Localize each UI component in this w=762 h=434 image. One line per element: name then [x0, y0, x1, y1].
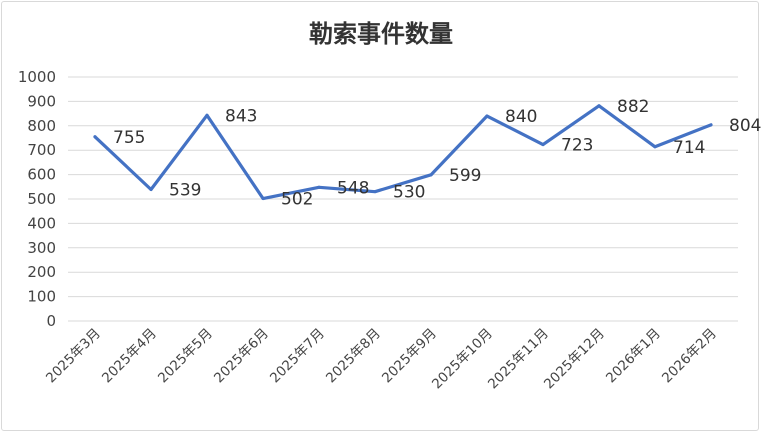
y-tick-label: 200 — [27, 263, 56, 281]
data-label: 548 — [337, 178, 369, 198]
data-label: 843 — [225, 106, 257, 126]
data-label: 502 — [281, 190, 313, 210]
x-tick-label: 2025年9月 — [379, 326, 440, 387]
data-line — [93, 104, 713, 201]
y-tick-label: 600 — [27, 166, 56, 184]
data-label: 804 — [729, 116, 761, 136]
data-point — [261, 197, 265, 201]
data-label: 882 — [617, 97, 649, 117]
y-tick-label: 400 — [27, 214, 56, 232]
x-tick-label: 2026年1月 — [603, 326, 664, 387]
x-tick-label: 2025年6月 — [211, 326, 272, 387]
x-tick-label: 2025年3月 — [43, 326, 104, 387]
y-tick-label: 900 — [27, 92, 56, 110]
x-tick-label: 2025年5月 — [155, 326, 216, 387]
x-tick-label: 2025年8月 — [323, 326, 384, 387]
x-tick-label: 2025年4月 — [99, 326, 160, 387]
data-label: 840 — [505, 107, 537, 127]
data-point — [373, 190, 377, 194]
y-tick-label: 300 — [27, 239, 56, 257]
data-point — [317, 185, 321, 189]
data-point — [429, 173, 433, 177]
data-point — [485, 114, 489, 118]
data-point — [205, 113, 209, 117]
x-tick-label: 2025年7月 — [267, 326, 328, 387]
y-tick-label: 100 — [27, 288, 56, 306]
data-label: 599 — [449, 166, 481, 186]
chart-title: 勒索事件数量 — [309, 20, 453, 48]
y-tick-label: 700 — [27, 141, 56, 159]
x-tick-label: 2025年12月 — [541, 326, 608, 393]
data-label: 714 — [673, 138, 705, 158]
x-tick-label: 2026年2月 — [659, 326, 720, 387]
data-point — [93, 135, 97, 139]
data-label: 539 — [169, 180, 201, 200]
data-point — [597, 104, 601, 108]
data-point — [149, 187, 153, 191]
data-point — [709, 123, 713, 127]
data-point — [541, 143, 545, 147]
data-label: 723 — [561, 136, 593, 156]
y-tick-label: 0 — [46, 312, 56, 330]
data-point — [653, 145, 657, 149]
data-label: 755 — [113, 128, 145, 148]
y-tick-label: 500 — [27, 190, 56, 208]
y-tick-label: 800 — [27, 117, 56, 135]
y-tick-label: 1000 — [18, 68, 56, 86]
data-label: 530 — [393, 183, 425, 203]
